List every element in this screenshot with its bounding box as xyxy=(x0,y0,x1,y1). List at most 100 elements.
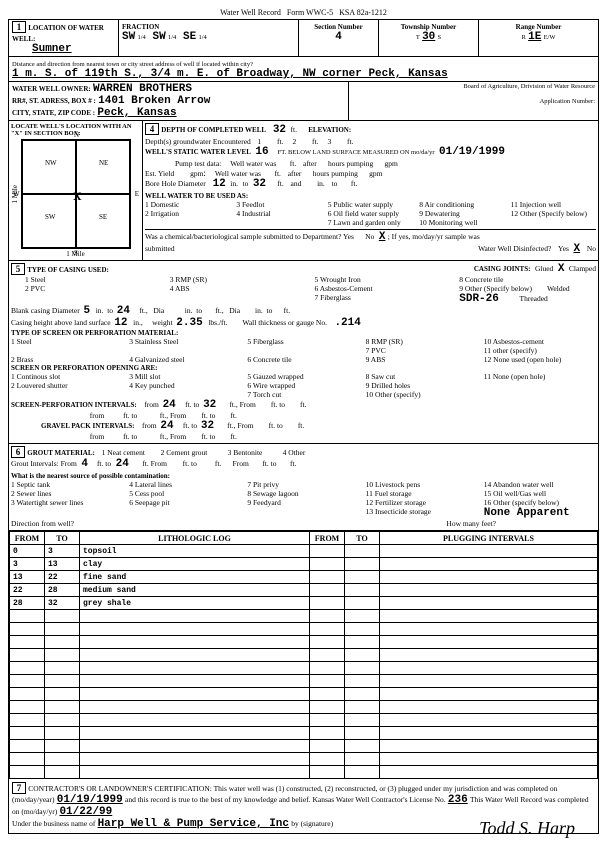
ft12: ft. xyxy=(300,400,306,409)
depth-label: DEPTH OF COMPLETED WELL xyxy=(161,126,266,134)
chem-x: X xyxy=(379,231,386,243)
ftto4b: ft. to xyxy=(201,432,215,441)
header-title: Water Well Record xyxy=(220,8,281,17)
table-row: 313clay xyxy=(10,558,598,571)
bore1: 12 xyxy=(213,178,226,190)
elev-label: ELEVATION: xyxy=(308,126,351,134)
ftto3b: ft. to xyxy=(269,421,283,430)
table-row xyxy=(10,610,598,623)
o2: 2 Louvered shutter xyxy=(11,381,123,390)
gpm3: gpm xyxy=(369,169,382,178)
ftto2b: ft. to xyxy=(201,411,215,420)
u4: 4 Industrial xyxy=(236,209,321,218)
n12: 12 Fertilizer storage xyxy=(366,498,478,507)
s-label: S xyxy=(74,249,78,257)
ftfrom1: ft., From xyxy=(229,400,255,409)
ft1: ft. xyxy=(291,125,297,134)
in4: in. xyxy=(185,306,193,315)
table-row xyxy=(10,623,598,636)
and1: and xyxy=(291,179,302,188)
to3: to xyxy=(107,306,113,315)
height-label: Casing height above land surface xyxy=(11,318,111,327)
c4: 4 ABS xyxy=(170,284,307,293)
ft5: ft. xyxy=(290,159,296,168)
frac1q: 1/4 xyxy=(137,34,145,41)
owner-label: WATER WELL OWNER: xyxy=(12,85,91,93)
spi-f1: 24 xyxy=(163,399,176,411)
joints-label: CASING JOINTS: xyxy=(474,265,531,273)
g1: 1 Neat cement xyxy=(102,448,145,457)
cert-date1: 01/19/1999 xyxy=(57,794,123,806)
in3: in. xyxy=(96,306,104,315)
table-row: 03topsoil xyxy=(10,545,598,558)
addr-label: RR#, ST. ADRESS, BOX # : xyxy=(12,97,96,105)
c3: 3 RMP (SR) xyxy=(170,275,307,284)
use-label: WELL WATER TO BE USED AS: xyxy=(145,192,248,200)
table-row xyxy=(10,662,598,675)
ch: 12 xyxy=(114,317,127,329)
bore-label: Bore Hole Diameter xyxy=(145,179,206,188)
n2: 2 Sewer lines xyxy=(11,489,123,498)
rng-r: R xyxy=(522,34,526,41)
jw: Welded xyxy=(547,284,570,293)
wellwater2: Well water was xyxy=(215,169,261,178)
sec6-num: 6 xyxy=(11,446,25,458)
spi-label: SCREEN-PERFORATION INTERVALS: xyxy=(11,401,137,409)
bd: 5 xyxy=(83,305,90,317)
s2: 2 Brass xyxy=(11,355,123,364)
table-row xyxy=(10,766,598,779)
ft4: ft. xyxy=(347,137,353,146)
ftto4: ft. to xyxy=(123,432,137,441)
cert-date2: 01/22/99 xyxy=(59,806,112,818)
wall: .214 xyxy=(334,317,360,329)
s12: 12 None used (open hole) xyxy=(484,355,596,364)
u2: 2 Irrigation xyxy=(145,209,230,218)
o10: 10 Other (specify) xyxy=(366,390,478,399)
gpi-label: GRAVEL PACK INTERVALS: xyxy=(41,422,135,430)
bore2: 32 xyxy=(253,178,266,190)
twp: 30 xyxy=(422,31,435,43)
u6: 6 Oil field water supply xyxy=(328,209,413,218)
gft2: ft. xyxy=(290,459,296,468)
table-row xyxy=(10,701,598,714)
n-label: N xyxy=(74,131,79,139)
rng-ew: E/W xyxy=(544,34,556,41)
g4: 4 Other xyxy=(283,448,306,457)
jx: X xyxy=(558,263,565,275)
n6: 6 Seepage pit xyxy=(129,498,241,507)
ft6: ft. xyxy=(274,169,280,178)
in5: in. xyxy=(255,306,263,315)
dyes: Yes xyxy=(558,244,569,253)
table-row xyxy=(10,688,598,701)
g2: 2 Cement grout xyxy=(161,448,208,457)
contam-label: What is the nearest source of possible c… xyxy=(11,472,170,480)
th-to: TO xyxy=(45,532,80,545)
th-plug: PLUGGING INTERVALS xyxy=(380,532,598,545)
gftfrom2: From xyxy=(233,459,249,468)
w-label: W xyxy=(13,190,20,198)
twp-label: Township Number xyxy=(401,23,457,31)
from1: from xyxy=(144,400,159,409)
n9: 9 Feedyard xyxy=(247,498,359,507)
o6: 6 Wire wrapped xyxy=(247,381,359,390)
table-row xyxy=(10,649,598,662)
sdr: SDR-26 xyxy=(459,293,499,305)
ftfrom4: ft., From xyxy=(160,432,186,441)
city-val: Peck, Kansas xyxy=(97,107,176,119)
ft15: ft. xyxy=(230,432,236,441)
pump-label: Pump test data: xyxy=(175,159,221,168)
c7: 7 Fiberglass xyxy=(315,293,452,305)
twp-s: S xyxy=(438,34,442,41)
dist-label: Distance and direction from nearest town… xyxy=(12,61,253,68)
s7: 7 PVC xyxy=(366,346,386,355)
table-row: 2832grey shale xyxy=(10,597,598,610)
n15: 15 Oil well/Gas well xyxy=(484,489,596,498)
below-label: FT. BELOW LAND SURFACE MEASURED ON mo/da… xyxy=(278,149,435,156)
hours1: hours pumping xyxy=(328,159,373,168)
table-row xyxy=(10,636,598,649)
to2: to xyxy=(332,179,338,188)
jt: Threaded xyxy=(519,294,547,303)
ft9: ft. xyxy=(139,306,145,315)
gint-label: Grout Intervals: From xyxy=(11,459,77,468)
wall-label: Wall thickness or gauge No. xyxy=(242,318,327,327)
